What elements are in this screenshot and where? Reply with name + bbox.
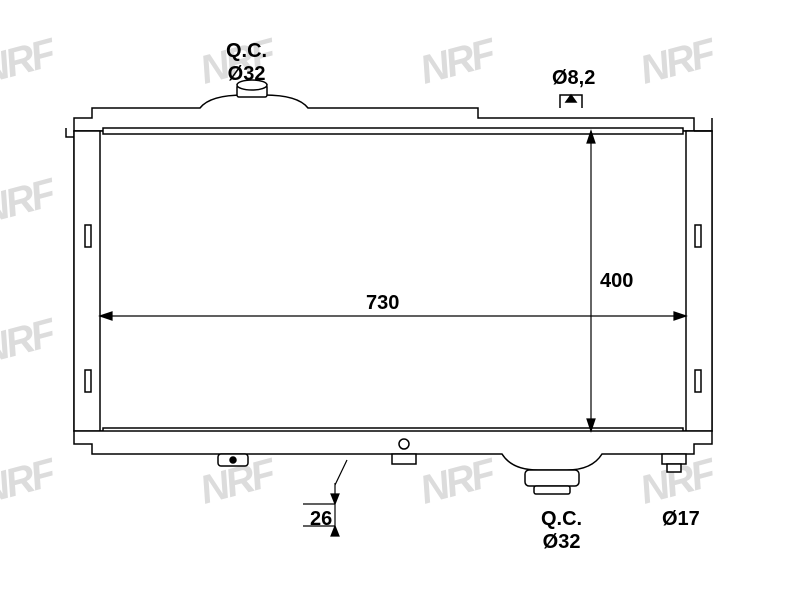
label-bottom-outlet: Q.C. Ø32 <box>541 508 582 554</box>
label-thickness: 26 <box>310 508 332 531</box>
label-top-sensor: Ø8,2 <box>552 67 595 90</box>
label-top-inlet: Q.C. Ø32 <box>226 40 267 86</box>
label-bottom-drain: Ø17 <box>662 508 700 531</box>
label-height-dim: 400 <box>600 270 633 293</box>
label-width-dim: 730 <box>362 292 403 315</box>
